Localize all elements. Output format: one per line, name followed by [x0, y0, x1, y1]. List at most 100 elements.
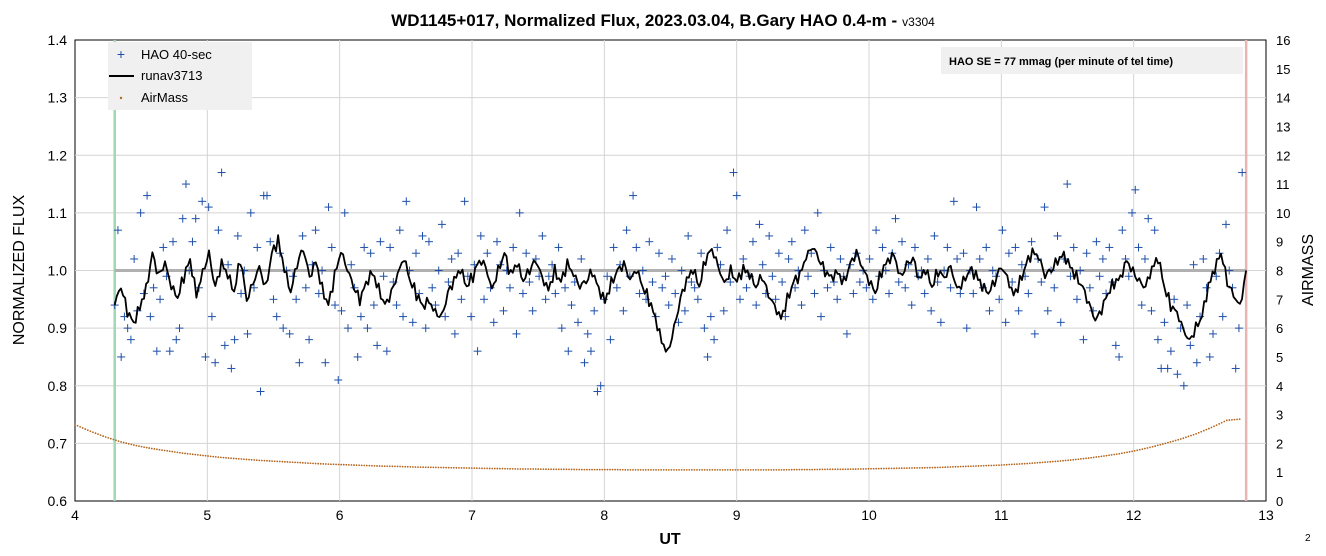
- airmass-point-194: [570, 468, 573, 471]
- flux-point-266: [972, 203, 981, 212]
- corner-page-label: 2: [1305, 533, 1311, 544]
- y-tick-label-0: 0.6: [48, 493, 68, 509]
- airmass-point-181: [537, 468, 540, 470]
- flux-point-112: [473, 347, 482, 356]
- airmass-point-54: [212, 455, 215, 458]
- airmass-point-179: [532, 468, 535, 470]
- airmass-point-346: [959, 465, 962, 468]
- runav-line: [113, 234, 1247, 353]
- airmass-point-379: [1044, 461, 1046, 464]
- flux-point-296: [1069, 243, 1078, 252]
- airmass-point-22: [130, 443, 133, 446]
- airmass-point-75: [266, 459, 268, 462]
- flux-point-333: [1189, 260, 1198, 269]
- airmass-point-185: [547, 468, 550, 471]
- flux-point-291: [1053, 231, 1062, 240]
- legend-label-hao: HAO 40-sec: [141, 47, 212, 62]
- airmass-point-190: [560, 468, 563, 471]
- flux-point-162: [635, 289, 644, 298]
- airmass-point-82: [283, 460, 286, 463]
- airmass-point-206: [601, 468, 604, 471]
- airmass-point-202: [591, 468, 593, 471]
- y2-tick-label-0: 0: [1276, 494, 1283, 509]
- flux-point-158: [622, 226, 631, 235]
- flux-point-324: [1160, 318, 1169, 327]
- airmass-point-356: [985, 464, 988, 467]
- airmass-point-319: [890, 467, 893, 470]
- flux-point-101: [437, 220, 446, 229]
- airmass-point-223: [644, 468, 647, 471]
- airmass-point-259: [737, 468, 739, 471]
- airmass-point-144: [442, 466, 445, 469]
- airmass-point-329: [916, 467, 919, 469]
- flux-point-149: [593, 387, 602, 396]
- airmass-point-390: [1072, 458, 1075, 461]
- flux-point-20: [175, 324, 184, 333]
- airmass-point-332: [923, 466, 926, 469]
- airmass-point-228: [657, 468, 660, 471]
- airmass-point-29: [148, 447, 151, 449]
- airmass-point-23: [132, 444, 135, 446]
- airmass-point-398: [1092, 456, 1095, 459]
- flux-point-178: [687, 278, 696, 287]
- airmass-point-10: [99, 434, 102, 437]
- x-tick-label-0: 4: [71, 507, 79, 523]
- flux-point-193: [735, 295, 744, 304]
- flux-point-104: [447, 254, 456, 263]
- flux-point-310: [1115, 352, 1124, 361]
- airmass-point-377: [1039, 461, 1041, 464]
- y2-tick-label-16: 16: [1276, 33, 1290, 48]
- airmass-point-411: [1126, 451, 1128, 454]
- airmass-point-405: [1110, 454, 1113, 456]
- flux-point-30: [207, 312, 216, 321]
- flux-point-58: [298, 231, 307, 240]
- flux-point-13: [152, 347, 161, 356]
- legend: + HAO 40-sec runav3713 AirMass: [108, 42, 252, 110]
- airmass-point-381: [1049, 460, 1052, 463]
- airmass-point-91: [307, 462, 309, 465]
- flux-point-133: [541, 295, 550, 304]
- flux-point-132: [538, 231, 547, 240]
- airmass-point-363: [1003, 463, 1006, 466]
- airmass-point-239: [685, 468, 688, 471]
- y-tick-labels: 0.6 0.7 0.8 0.9 1.0 1.1 1.2 1.3 1.4: [48, 32, 68, 509]
- y2-tick-label-8: 8: [1276, 264, 1283, 279]
- airmass-point-3: [81, 427, 84, 429]
- airmass-point-196: [575, 468, 578, 471]
- flux-point-147: [586, 347, 595, 356]
- airmass-point-246: [703, 468, 706, 471]
- airmass-point-236: [678, 468, 680, 471]
- flux-point-153: [606, 335, 615, 344]
- airmass-point-450: [1225, 419, 1228, 422]
- airmass-point-79: [276, 460, 279, 463]
- flux-point-250: [920, 289, 929, 298]
- airmass-point-437: [1192, 433, 1195, 436]
- y-tick-label-8: 1.4: [48, 32, 68, 48]
- airmass-point-205: [598, 468, 601, 471]
- airmass-point-316: [882, 467, 885, 470]
- flux-point-348: [1238, 168, 1247, 177]
- airmass-point-21: [127, 442, 130, 445]
- flux-point-96: [421, 324, 430, 333]
- airmass-point-452: [1231, 418, 1233, 421]
- flux-point-169: [658, 283, 667, 292]
- flux-point-311: [1118, 226, 1127, 235]
- flux-point-246: [907, 301, 916, 310]
- airmass-point-171: [511, 467, 514, 470]
- flux-point-301: [1085, 283, 1094, 292]
- legend-label-runav: runav3713: [141, 68, 202, 83]
- airmass-point-111: [358, 464, 361, 467]
- airmass-point-367: [1013, 463, 1016, 466]
- airmass-point-412: [1128, 450, 1131, 453]
- flux-point-85: [386, 243, 395, 252]
- flux-point-216: [810, 289, 819, 298]
- airmass-point-360: [995, 464, 998, 467]
- flux-point-98: [428, 283, 437, 292]
- flux-point-275: [1001, 318, 1010, 327]
- flux-point-80: [369, 301, 378, 310]
- airmass-point-342: [949, 466, 952, 468]
- airmass-point-435: [1187, 435, 1190, 438]
- y2-tick-label-2: 2: [1276, 436, 1283, 451]
- airmass-point-344: [954, 465, 957, 468]
- airmass-point-155: [470, 467, 473, 470]
